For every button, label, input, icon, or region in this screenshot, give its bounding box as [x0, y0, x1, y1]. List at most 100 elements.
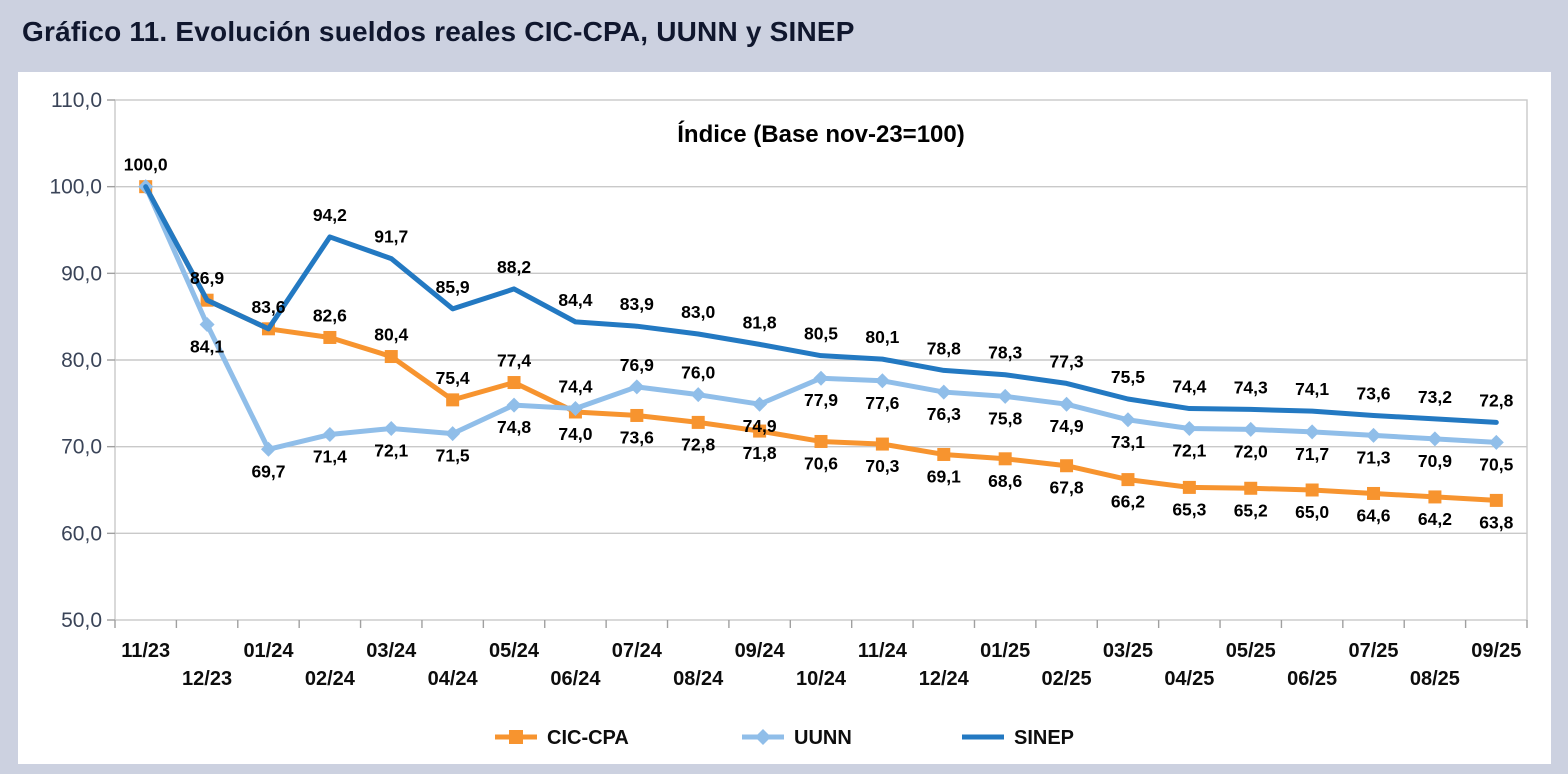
data-label-cic-cpa: 77,4 [497, 351, 531, 371]
data-label-cic-cpa: 66,2 [1111, 492, 1145, 512]
y-axis-label: 80,0 [61, 349, 102, 372]
data-label-uunn: 70,5 [1479, 454, 1513, 474]
series-uunn [138, 179, 1504, 457]
data-label-sinep: 83,0 [681, 302, 715, 322]
x-axis-label: 06/24 [550, 668, 601, 690]
data-label-sinep: 84,4 [558, 290, 592, 310]
data-label-sinep: 74,3 [1234, 377, 1268, 397]
marker-diamond [1427, 431, 1443, 447]
marker-diamond [1488, 434, 1504, 450]
marker-square [446, 393, 460, 407]
legend-item-uunn: UUNN [742, 727, 852, 749]
data-label-sinep: 78,8 [927, 338, 961, 358]
legend-label: SINEP [1014, 727, 1074, 749]
x-axis-label: 06/25 [1287, 668, 1337, 690]
marker-square [875, 437, 889, 451]
data-label-sinep: 73,2 [1418, 387, 1452, 407]
data-label-cic-cpa: 74,0 [558, 424, 592, 444]
data-label-uunn: 71,3 [1356, 447, 1390, 467]
marker-diamond [383, 420, 399, 436]
marker-square [814, 434, 828, 448]
marker-diamond [1181, 420, 1197, 436]
marker-diamond [936, 384, 952, 400]
data-label-uunn: 74,9 [743, 416, 777, 436]
x-axis-label: 11/23 [121, 640, 170, 662]
marker-square [1367, 486, 1381, 500]
chart-inner-title: Índice (Base nov-23=100) [677, 120, 964, 148]
data-label-sinep: 78,3 [988, 343, 1022, 363]
chart-panel: 50,0 60,0 70,0 80,0 90,0 100,0 110,0 11/23 12/23… [18, 72, 1551, 764]
line-chart: 50,0 60,0 70,0 80,0 90,0 100,0 110,0 11/23 12/23… [18, 72, 1551, 764]
marker-diamond [260, 441, 276, 457]
data-label-sinep: 91,7 [374, 227, 408, 247]
data-label-cic-cpa: 71,8 [743, 443, 777, 463]
data-label-uunn: 72,0 [1234, 441, 1268, 461]
marker-square [753, 424, 767, 438]
legend-label: CIC-CPA [547, 727, 629, 749]
series-line-sinep [143, 184, 1499, 425]
data-label-sinep: 80,5 [804, 324, 838, 344]
marker-square [937, 447, 951, 461]
data-label-sinep: 88,2 [497, 257, 531, 277]
x-axis: 11/23 12/23 01/24 02/24 03/24 04/24 05/24 06/24… [114, 620, 1528, 690]
data-label-uunn: 74,4 [558, 377, 592, 397]
data-label-sinep: 81,8 [743, 312, 777, 332]
x-axis-label: 10/24 [796, 668, 847, 690]
legend-label: UUNN [794, 727, 852, 749]
data-label-uunn: 73,1 [1111, 432, 1145, 452]
marker-diamond [1243, 421, 1259, 437]
marker-diamond [629, 379, 645, 395]
x-axis-label: 07/25 [1348, 640, 1398, 662]
data-label-uunn: 74,9 [1050, 416, 1084, 436]
marker-square [507, 376, 521, 390]
data-label-uunn: 72,1 [374, 440, 408, 460]
data-label-uunn: 76,0 [681, 363, 715, 383]
marker-square [630, 408, 644, 422]
data-label-uunn: 69,7 [251, 461, 285, 481]
y-axis-label: 50,0 [61, 609, 102, 632]
x-axis-label: 01/24 [243, 640, 294, 662]
data-label-cic-cpa: 82,6 [313, 305, 347, 325]
data-label-uunn: 72,1 [1172, 440, 1206, 460]
data-labels: 100,0 86,9 83,6 82,6 80,4 75,4 77,4 74,0 73,6 72,… [124, 155, 1514, 533]
x-axis-label: 04/24 [428, 668, 479, 690]
marker-square [1489, 493, 1503, 507]
legend-marker-square [509, 730, 523, 744]
y-axis: 50,0 60,0 70,0 80,0 90,0 100,0 110,0 [49, 89, 115, 632]
data-label-sinep: 80,1 [865, 327, 899, 347]
data-label-cic-cpa: 80,4 [374, 325, 408, 345]
chart-legend: CIC-CPA UUNN SINEP [495, 727, 1074, 749]
x-axis-label: 09/24 [735, 640, 786, 662]
x-axis-label: 02/25 [1042, 668, 1092, 690]
data-label-cic-cpa: 73,6 [620, 427, 654, 447]
page-title: Gráfico 11. Evolución sueldos reales CIC… [22, 16, 855, 47]
marker-diamond [506, 397, 522, 413]
marker-square [1182, 480, 1196, 494]
data-label-sinep: 74,1 [1295, 379, 1329, 399]
data-label-cic-cpa: 68,6 [988, 471, 1022, 491]
x-axis-label: 05/24 [489, 640, 540, 662]
data-label-uunn: 70,9 [1418, 451, 1452, 471]
data-label-cic-cpa: 72,8 [681, 434, 715, 454]
marker-square [1244, 481, 1258, 495]
x-axis-label: 02/24 [305, 668, 356, 690]
x-axis-label: 09/25 [1471, 640, 1521, 662]
x-axis-label: 12/23 [182, 668, 232, 690]
data-label-uunn: 75,8 [988, 408, 1022, 428]
data-label-sinep: 83,9 [620, 294, 654, 314]
data-label-cic-cpa: 100,0 [124, 155, 168, 175]
data-label-sinep: 94,2 [313, 205, 347, 225]
data-label-uunn: 71,7 [1295, 444, 1329, 464]
marker-diamond [567, 401, 583, 417]
data-label-uunn: 77,6 [865, 393, 899, 413]
data-label-sinep: 72,8 [1479, 390, 1513, 410]
marker-diamond [874, 373, 890, 389]
data-label-uunn: 76,3 [927, 404, 961, 424]
marker-square [1060, 459, 1074, 473]
data-label-cic-cpa: 70,6 [804, 453, 838, 473]
marker-diamond [997, 388, 1013, 404]
data-label-uunn: 71,4 [313, 447, 347, 467]
x-axis-label: 03/25 [1103, 640, 1153, 662]
x-axis-label: 04/25 [1164, 668, 1214, 690]
data-label-cic-cpa: 70,3 [865, 456, 899, 476]
